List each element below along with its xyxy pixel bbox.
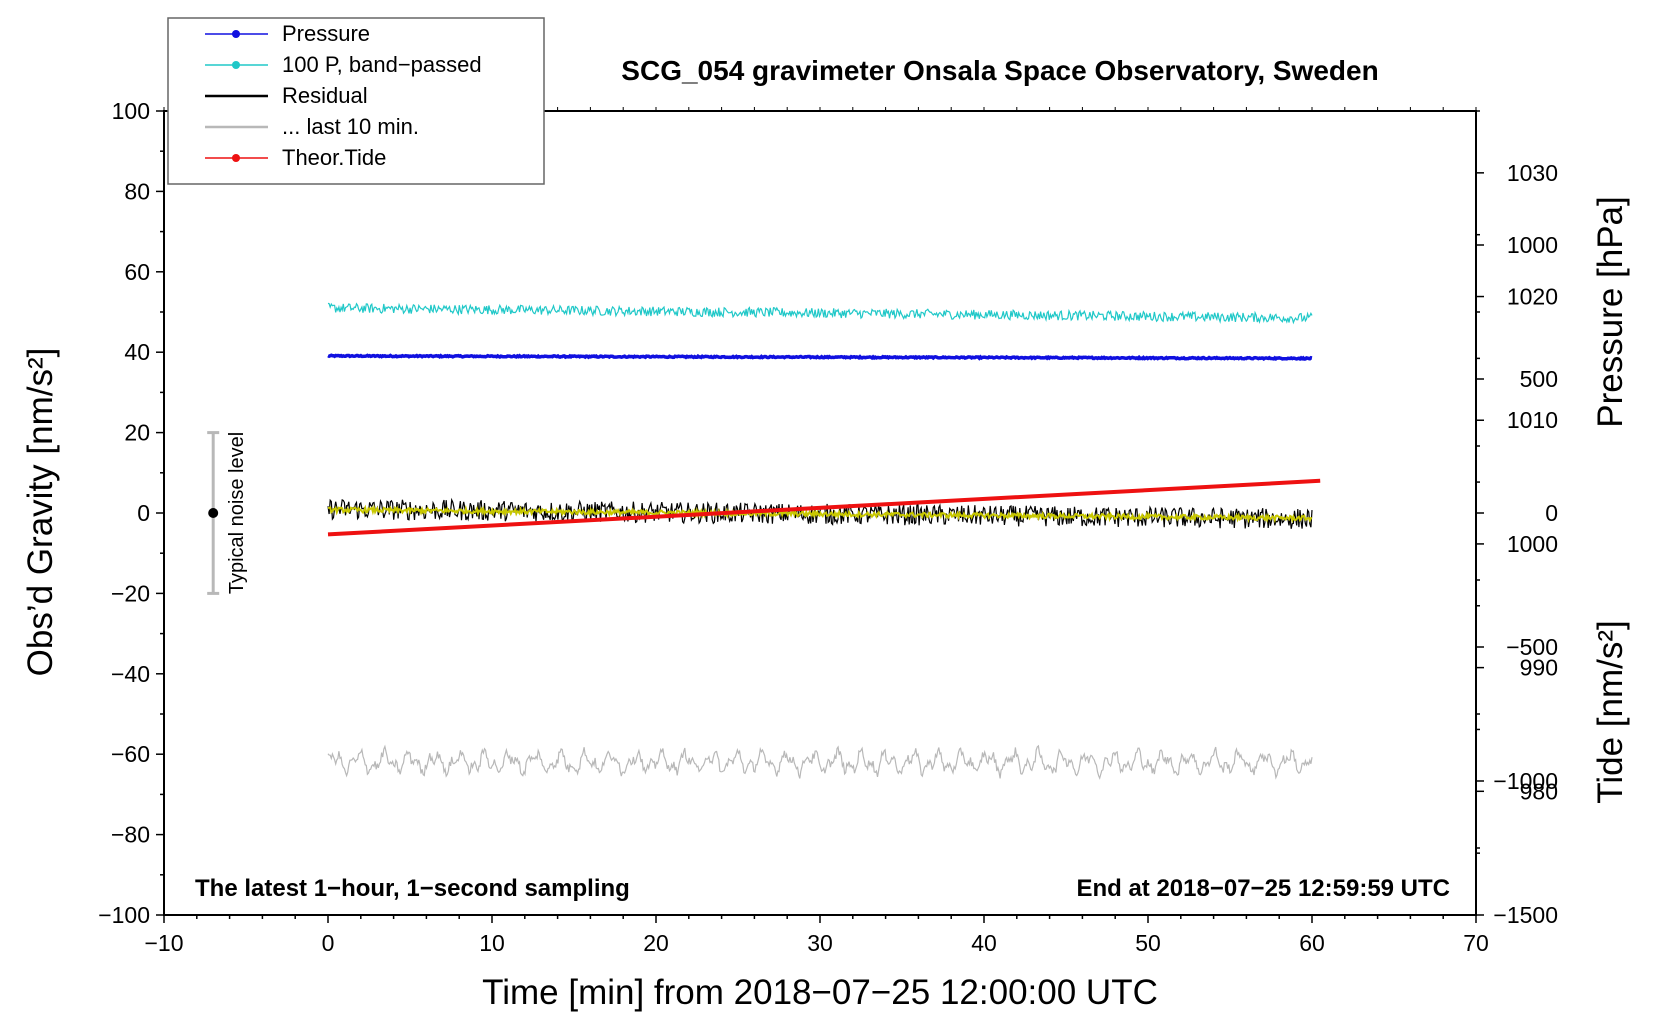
y-left-tick-label: −60 [111,741,150,767]
y-left-axis-ticks: 100 80 60 40 20 0 −20 −40 −60 −80 −100 [98,98,164,928]
legend-label-2: Residual [282,83,368,108]
x-tick-label: 30 [807,930,833,956]
series-line-3 [327,504,1313,524]
series-line-4 [327,744,1313,780]
y-left-tick-label: 40 [124,339,150,365]
noise-bar: Typical noise level [207,431,248,595]
legend-label-3: ... last 10 min. [282,114,419,139]
legend-label-4: Theor.Tide [282,145,386,170]
x-tick-label: 20 [643,930,669,956]
series-line-5 [327,478,1321,537]
y-tide-tick-label: −1000 [1493,768,1558,794]
x-tick-label: 10 [479,930,505,956]
y-pressure-tick-label: 1030 [1507,160,1558,186]
x-tick-label: 60 [1299,930,1325,956]
legend-marker-0 [232,30,240,38]
y-left-tick-label: 0 [137,500,150,526]
y-tide-tick-label: 1000 [1507,232,1558,258]
noise-bar-label: Typical noise level [226,432,248,594]
x-tick-label: 50 [1135,930,1161,956]
note-left: The latest 1−hour, 1−second sampling [195,875,630,902]
y-left-tick-label: −40 [111,661,150,687]
x-tick-label: 0 [322,930,335,956]
y-pressure-tick-label: 990 [1520,655,1558,681]
y-tide-tick-label: −500 [1506,634,1558,660]
y-tide-tick-label: −1500 [1493,902,1558,928]
legend-marker-4 [232,154,240,162]
y-left-axis-title: Obs’d Gravity [nm/s²] [21,348,60,677]
x-tick-label: 70 [1463,930,1489,956]
y-pressure-tick-label: 1010 [1507,407,1558,433]
y-left-tick-label: 60 [124,259,150,285]
y-tide-tick-label: 0 [1545,500,1558,526]
legend: Pressure 100 P, band−passed Residual ... la… [167,17,545,185]
series-group [327,302,1321,780]
legend-label-0: Pressure [282,21,370,46]
legend-label-1: 100 P, band−passed [282,52,482,77]
y-right-axis-ticks: 1030 1020 1010 1000 990 980 1000 500 0 −500 −1000 −… [1476,110,1558,928]
legend-marker-1 [232,61,240,69]
y-pressure-axis-title: Pressure [hPa] [1591,196,1630,428]
y-left-tick-label: −80 [111,822,150,848]
y-left-tick-label: −100 [98,902,150,928]
series-line-1 [327,302,1313,325]
y-left-tick-label: −20 [111,580,150,606]
note-right: End at 2018−07−25 12:59:59 UTC [1076,875,1450,902]
x-tick-label: 40 [971,930,997,956]
y-tide-axis-title: Tide [nm/s²] [1591,620,1630,803]
y-left-tick-label: 20 [124,420,150,446]
legend-box [167,17,545,185]
y-pressure-tick-label: 980 [1520,778,1558,804]
x-tick-label: −10 [144,930,183,956]
y-pressure-tick-label: 1020 [1507,284,1558,310]
x-axis-title: Time [min] from 2018−07−25 12:00:00 UTC [482,973,1158,1012]
y-left-tick-label: 100 [112,98,150,124]
noise-bar-dot [208,508,219,518]
chart-title: SCG_054 gravimeter Onsala Space Observat… [621,55,1378,86]
series-line-0 [327,353,1313,362]
y-pressure-tick-label: 1000 [1507,531,1558,557]
y-left-tick-label: 80 [124,178,150,204]
y-tide-tick-label: 500 [1520,366,1558,392]
